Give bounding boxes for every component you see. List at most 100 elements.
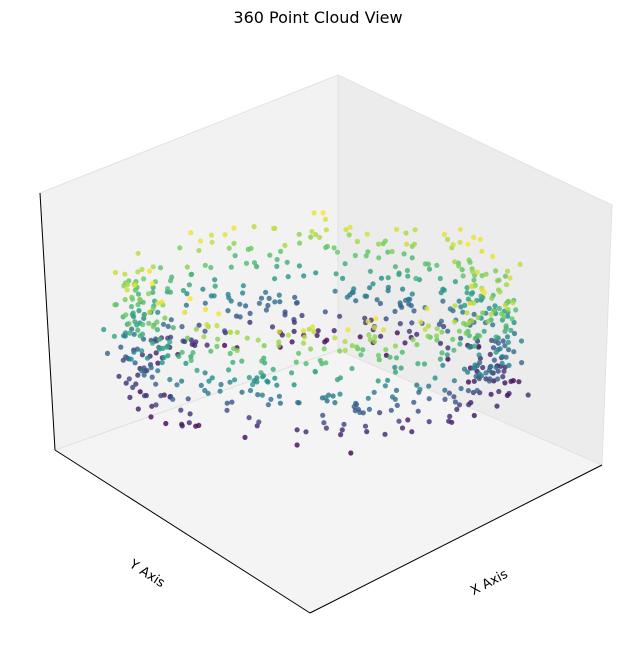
data-point bbox=[516, 379, 522, 385]
data-point bbox=[474, 387, 480, 394]
data-point bbox=[150, 289, 156, 295]
data-point bbox=[188, 354, 194, 360]
data-point bbox=[385, 284, 391, 290]
data-point bbox=[179, 378, 185, 384]
data-point bbox=[489, 295, 495, 301]
data-point bbox=[227, 379, 233, 385]
data-point bbox=[445, 345, 451, 351]
data-point bbox=[179, 423, 185, 429]
data-point bbox=[493, 364, 499, 370]
data-point bbox=[312, 368, 318, 374]
data-point bbox=[224, 407, 230, 413]
data-point bbox=[405, 417, 411, 423]
data-point bbox=[378, 275, 385, 281]
data-point bbox=[358, 352, 364, 358]
data-point bbox=[472, 343, 478, 349]
data-point bbox=[131, 331, 137, 337]
data-point bbox=[466, 320, 472, 326]
data-point bbox=[451, 394, 457, 400]
data-point bbox=[322, 339, 328, 345]
data-point bbox=[222, 232, 228, 238]
data-point bbox=[265, 379, 271, 385]
data-point bbox=[128, 356, 134, 362]
data-point bbox=[308, 346, 314, 352]
data-point bbox=[452, 259, 458, 265]
data-point bbox=[375, 352, 382, 358]
data-point bbox=[343, 227, 349, 233]
data-point bbox=[127, 394, 133, 400]
data-point bbox=[421, 361, 428, 367]
data-point bbox=[349, 365, 355, 372]
data-point bbox=[183, 360, 189, 366]
data-point bbox=[357, 409, 363, 415]
data-point bbox=[519, 360, 525, 366]
data-point bbox=[227, 350, 233, 357]
data-point bbox=[399, 425, 406, 431]
data-point bbox=[321, 346, 327, 352]
data-point bbox=[492, 303, 498, 309]
data-point bbox=[504, 268, 511, 274]
data-point bbox=[155, 360, 161, 366]
data-point bbox=[145, 291, 152, 297]
data-point bbox=[505, 298, 511, 304]
data-point bbox=[135, 302, 141, 308]
data-point bbox=[465, 388, 471, 394]
data-point bbox=[156, 346, 163, 352]
data-point bbox=[365, 318, 371, 324]
data-point bbox=[206, 378, 212, 384]
data-point bbox=[347, 224, 353, 230]
data-point bbox=[502, 273, 508, 279]
data-point bbox=[426, 419, 432, 425]
data-point bbox=[499, 354, 505, 360]
data-point bbox=[442, 387, 448, 393]
data-point bbox=[385, 377, 391, 383]
data-point bbox=[414, 331, 420, 337]
data-point bbox=[188, 230, 194, 236]
data-point bbox=[440, 298, 446, 304]
data-point bbox=[503, 323, 509, 329]
data-point bbox=[394, 330, 400, 336]
data-point bbox=[150, 264, 156, 270]
y-axis-label: Y Axis bbox=[126, 557, 168, 592]
data-point bbox=[248, 245, 254, 251]
data-point bbox=[338, 432, 344, 438]
data-point bbox=[414, 382, 420, 388]
data-point bbox=[353, 298, 359, 304]
data-point bbox=[285, 274, 291, 280]
data-point bbox=[188, 271, 194, 278]
data-point bbox=[456, 328, 462, 334]
data-point bbox=[132, 360, 138, 366]
data-point bbox=[502, 328, 508, 334]
data-point bbox=[256, 300, 262, 306]
data-point bbox=[246, 374, 252, 381]
data-point bbox=[480, 310, 486, 316]
data-point bbox=[404, 267, 410, 274]
data-point bbox=[502, 380, 508, 386]
data-point bbox=[140, 321, 146, 328]
data-point bbox=[457, 239, 463, 245]
data-point bbox=[313, 232, 319, 238]
data-point bbox=[346, 232, 352, 238]
data-point bbox=[497, 346, 503, 352]
data-point bbox=[511, 330, 518, 337]
data-point bbox=[209, 375, 215, 381]
data-point bbox=[149, 281, 155, 287]
data-point bbox=[415, 361, 421, 367]
data-point bbox=[187, 296, 193, 302]
data-point bbox=[415, 408, 421, 414]
data-point bbox=[315, 328, 321, 334]
data-point bbox=[149, 340, 156, 346]
data-point bbox=[148, 414, 154, 420]
data-point bbox=[215, 336, 221, 342]
data-point bbox=[292, 294, 298, 300]
data-point bbox=[466, 257, 472, 263]
data-point bbox=[284, 259, 290, 265]
data-point bbox=[364, 231, 370, 237]
data-point bbox=[243, 303, 249, 309]
data-point bbox=[204, 342, 210, 348]
data-point bbox=[217, 388, 223, 394]
data-point bbox=[133, 381, 139, 387]
data-point bbox=[486, 305, 492, 311]
data-point bbox=[276, 342, 282, 348]
data-point bbox=[202, 262, 208, 268]
